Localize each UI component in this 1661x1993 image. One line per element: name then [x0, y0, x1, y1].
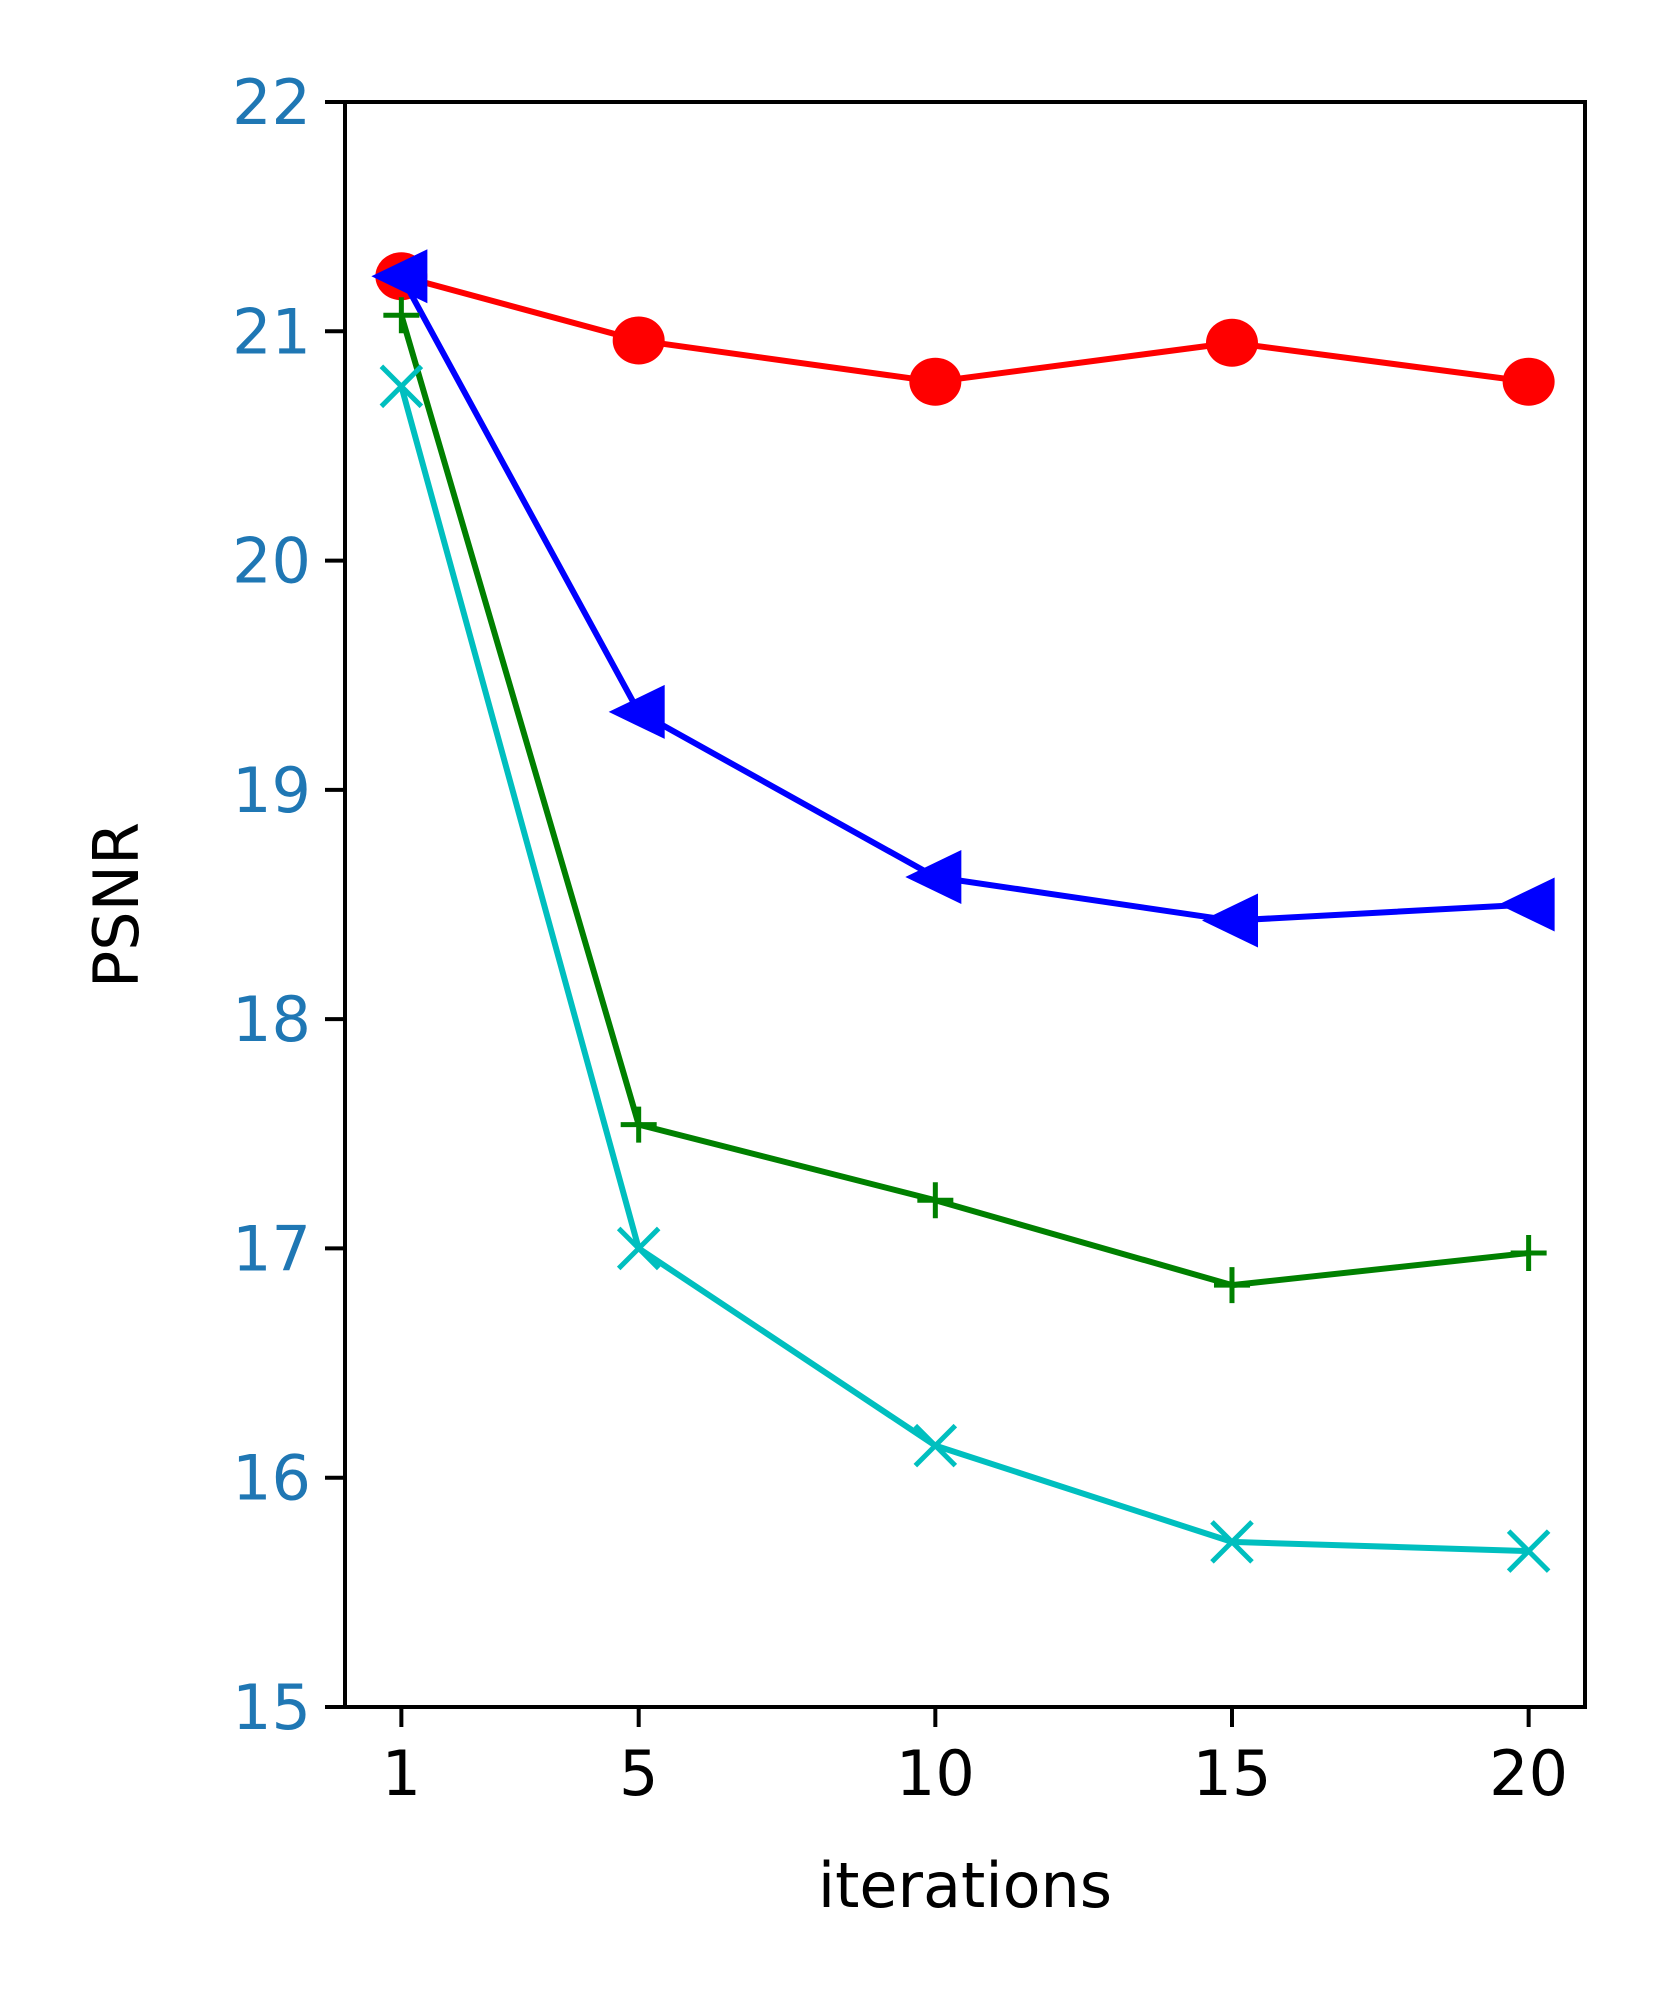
x-axis: 1 5 10 15 20 — [382, 1707, 1568, 1810]
series-3 — [379, 364, 1551, 1573]
plot-frame — [343, 100, 1587, 1709]
y-tick-label-7: 22 — [232, 66, 311, 139]
x-axis-label: iterations — [818, 1849, 1112, 1922]
series-3-point-0 — [379, 364, 424, 409]
y-tick-label-2: 17 — [232, 1212, 311, 1285]
y-tick-label-5: 20 — [232, 525, 311, 598]
series-2-point-1 — [620, 1106, 657, 1143]
series-2-point-2 — [917, 1182, 954, 1219]
series-2 — [383, 297, 1547, 1304]
series-layer — [371, 249, 1555, 1573]
y-tick-label-6: 21 — [232, 295, 311, 368]
series-0-point-1 — [612, 316, 665, 365]
series-0-point-3 — [1205, 318, 1258, 367]
x-tick-label-2: 10 — [896, 1737, 975, 1810]
x-tick-label-1: 5 — [619, 1737, 658, 1810]
series-2-point-0 — [383, 297, 420, 334]
x-tick-label-4: 20 — [1489, 1737, 1568, 1810]
series-2-point-3 — [1213, 1267, 1250, 1304]
series-1 — [371, 249, 1555, 948]
series-0-point-2 — [909, 357, 962, 406]
series-1-point-1 — [608, 684, 665, 739]
y-tick-label-3: 18 — [232, 983, 311, 1056]
series-3-point-2 — [913, 1423, 958, 1468]
series-3-point-3 — [1210, 1520, 1254, 1564]
series-1-point-2 — [905, 849, 962, 904]
series-3-point-4 — [1506, 1529, 1551, 1573]
series-1-point-4 — [1498, 877, 1555, 932]
y-tick-label-1: 16 — [232, 1442, 311, 1515]
series-0-point-4 — [1502, 357, 1555, 406]
x-tick-label-3: 15 — [1193, 1737, 1272, 1810]
y-tick-label-0: 15 — [232, 1671, 311, 1744]
series-3-point-1 — [616, 1226, 661, 1271]
y-axis-label: PSNR — [80, 822, 153, 988]
series-1-point-3 — [1201, 893, 1258, 948]
y-axis: 15 16 17 18 19 20 21 22 — [232, 66, 345, 1744]
series-1-point-0 — [371, 249, 428, 304]
series-2-point-4 — [1510, 1235, 1547, 1272]
y-tick-label-4: 19 — [232, 754, 311, 827]
x-tick-label-0: 1 — [382, 1737, 421, 1810]
